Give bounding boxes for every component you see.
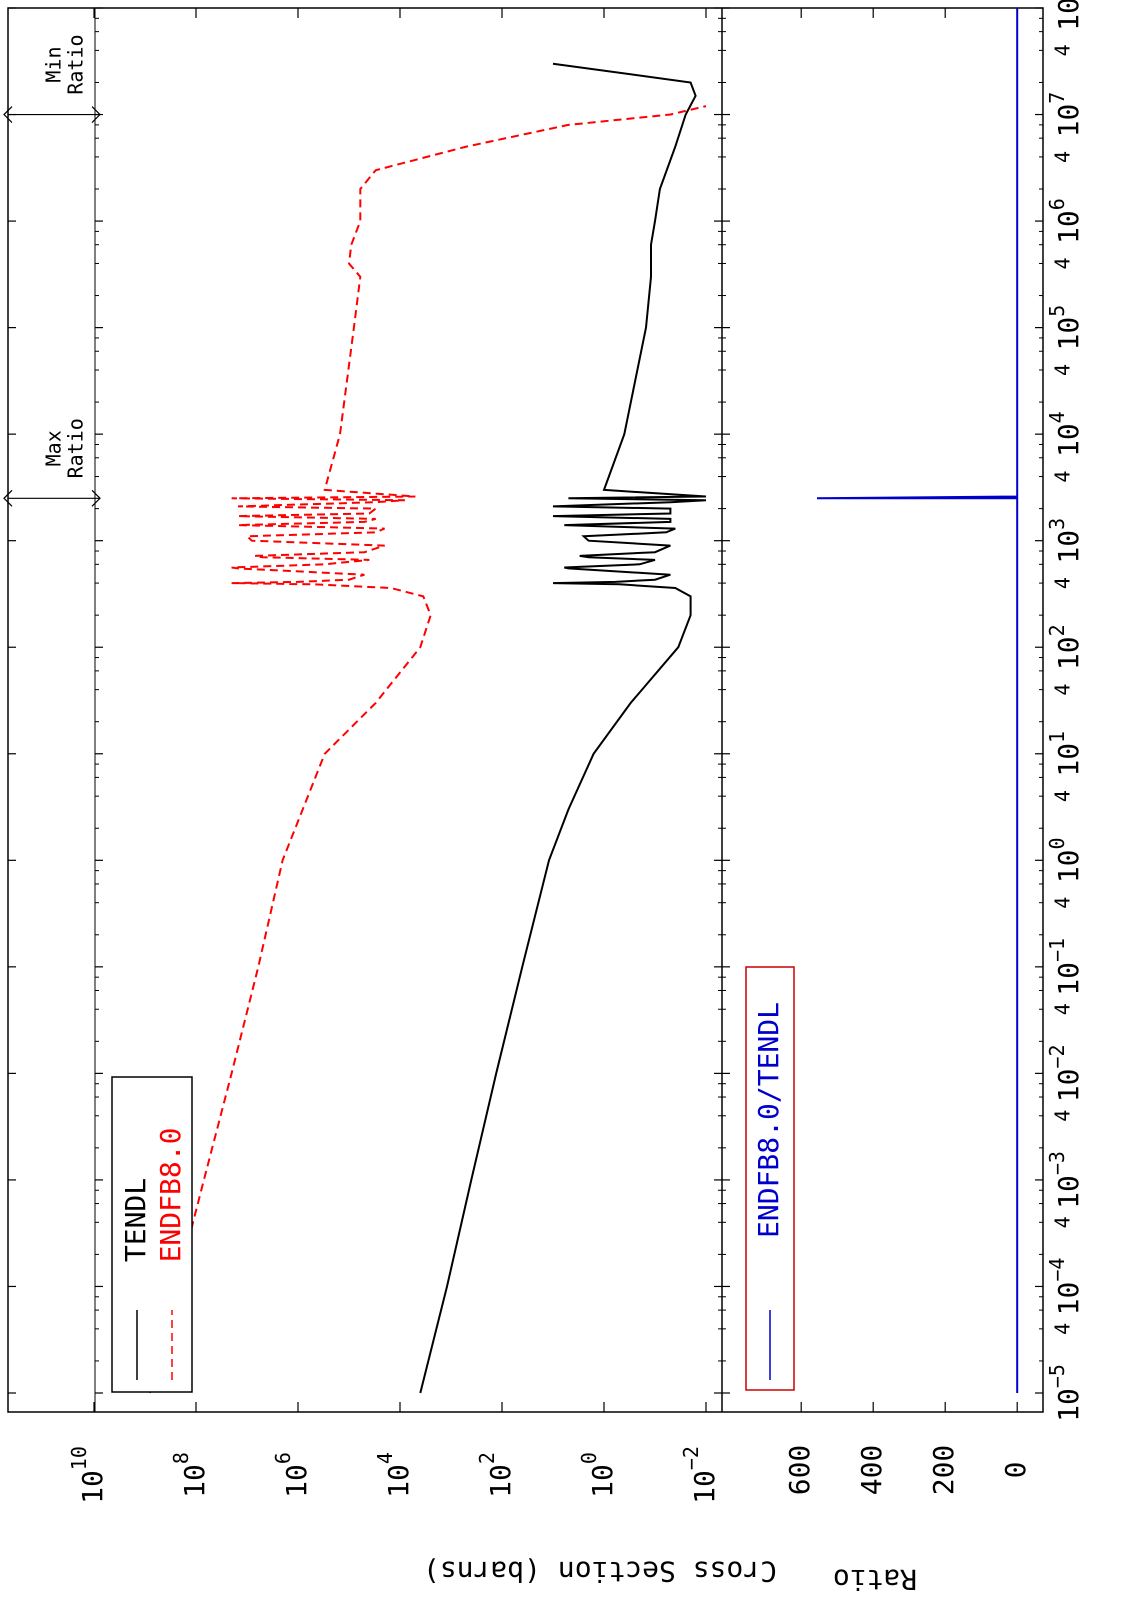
y-tick-label: 104: [373, 1452, 416, 1498]
x-tick-label: 10−3: [1045, 1151, 1085, 1209]
svg-text:106: 106: [1045, 198, 1085, 244]
svg-text:104: 104: [1045, 411, 1085, 457]
x-minor-label: 4: [1051, 684, 1075, 696]
svg-text:Ratio: Ratio: [64, 418, 88, 478]
x-tick-label: 105: [1045, 305, 1085, 351]
svg-text:10−2: 10−2: [1045, 1044, 1085, 1102]
y-tick-label: 100: [577, 1452, 620, 1498]
x-tick-label: 104: [1045, 411, 1085, 457]
x-tick-label: 108: [1045, 0, 1085, 31]
y-tick-label: 1010: [67, 1446, 110, 1504]
x-minor-label: 4: [1051, 151, 1075, 163]
x-tick-label: 107: [1045, 92, 1085, 138]
svg-text:10−1: 10−1: [1045, 938, 1085, 996]
svg-text:10−2: 10−2: [679, 1446, 722, 1504]
svg-text:104: 104: [373, 1452, 416, 1498]
x-tick-label: 106: [1045, 198, 1085, 244]
svg-text:Min: Min: [42, 46, 66, 82]
x-minor-label: 4: [1051, 1003, 1075, 1015]
ratio-axis-title: Ratio: [833, 1563, 917, 1596]
svg-text:108: 108: [1045, 0, 1085, 31]
y-tick-label: 108: [169, 1452, 212, 1498]
x-minor-label: 4: [1051, 44, 1075, 56]
svg-text:10−3: 10−3: [1045, 1151, 1085, 1209]
svg-text:102: 102: [1045, 624, 1085, 670]
svg-text:102: 102: [475, 1452, 518, 1498]
plot-frame: [7, 7, 1044, 1413]
series-ratio-line: [816, 8, 1019, 1393]
svg-text:1010: 1010: [67, 1446, 110, 1504]
svg-text:10−4: 10−4: [1045, 1258, 1085, 1316]
x-tick-label: 10−1: [1045, 938, 1085, 996]
y-axis-ratio: 0 200 400 600 Ratio: [783, 8, 1032, 1596]
y-tick-label: 600: [783, 1445, 816, 1496]
legend-cross-section: TENDL ENDFB8.0: [111, 1076, 193, 1393]
svg-text:100: 100: [1045, 837, 1085, 883]
x-tick-label: 10−5: [1045, 1364, 1085, 1422]
svg-text:105: 105: [1045, 305, 1085, 351]
series-endfb8-line: [148, 105, 707, 1394]
x-tick-label: 10−4: [1045, 1258, 1085, 1316]
legend-label-ratio: ENDFB8.0/TENDL: [752, 1002, 785, 1238]
y-axis-cross-section: 10−2 100 102 104 106 108 1010 Cross Section (ba…: [67, 8, 777, 1588]
svg-text:107: 107: [1045, 92, 1085, 138]
x-minor-label: 4: [1051, 257, 1075, 269]
x-minor-label: 4: [1051, 577, 1075, 589]
svg-text:100: 100: [577, 1452, 620, 1498]
svg-text:101: 101: [1045, 731, 1085, 777]
x-minor-label: 4: [1051, 897, 1075, 909]
svg-text:106: 106: [271, 1452, 314, 1498]
x-tick-label: 103: [1045, 518, 1085, 564]
x-tick-label: 101: [1045, 731, 1085, 777]
legend-ratio: ENDFB8.0/TENDL: [745, 966, 795, 1391]
y-tick-label: 0: [999, 1462, 1032, 1479]
y-axis-title: Cross Section (barns): [423, 1555, 777, 1588]
svg-text:10−5: 10−5: [1045, 1364, 1085, 1422]
x-axis-ticks: 10−5 4 10−4 4 10−3 4 10−2 4 10−1 4 100 4 101 4 102 4 103…: [8, 0, 1085, 1422]
x-minor-label: 4: [1051, 1216, 1075, 1228]
x-minor-label: 4: [1051, 1323, 1075, 1335]
x-tick-label: 10−2: [1045, 1044, 1085, 1102]
legend-label-tendl: TENDL: [119, 1178, 152, 1262]
y-tick-label: 10−2: [679, 1446, 722, 1504]
series-tendl-line: [419, 62, 707, 1394]
x-minor-label: 4: [1051, 790, 1075, 802]
x-minor-label: 4: [1051, 471, 1075, 483]
legend-label-endfb8: ENDFB8.0: [154, 1128, 187, 1263]
svg-text:108: 108: [169, 1452, 212, 1498]
y-tick-label: 102: [475, 1452, 518, 1498]
svg-text:Ratio: Ratio: [64, 34, 88, 94]
x-minor-label: 4: [1051, 364, 1075, 376]
y-tick-label: 200: [927, 1445, 960, 1496]
x-tick-label: 100: [1045, 837, 1085, 883]
x-minor-label: 4: [1051, 1110, 1075, 1122]
x-tick-label: 102: [1045, 624, 1085, 670]
y-tick-label: 106: [271, 1452, 314, 1498]
y-tick-label: 400: [855, 1445, 888, 1496]
svg-text:Max: Max: [42, 430, 66, 466]
svg-text:103: 103: [1045, 518, 1085, 564]
